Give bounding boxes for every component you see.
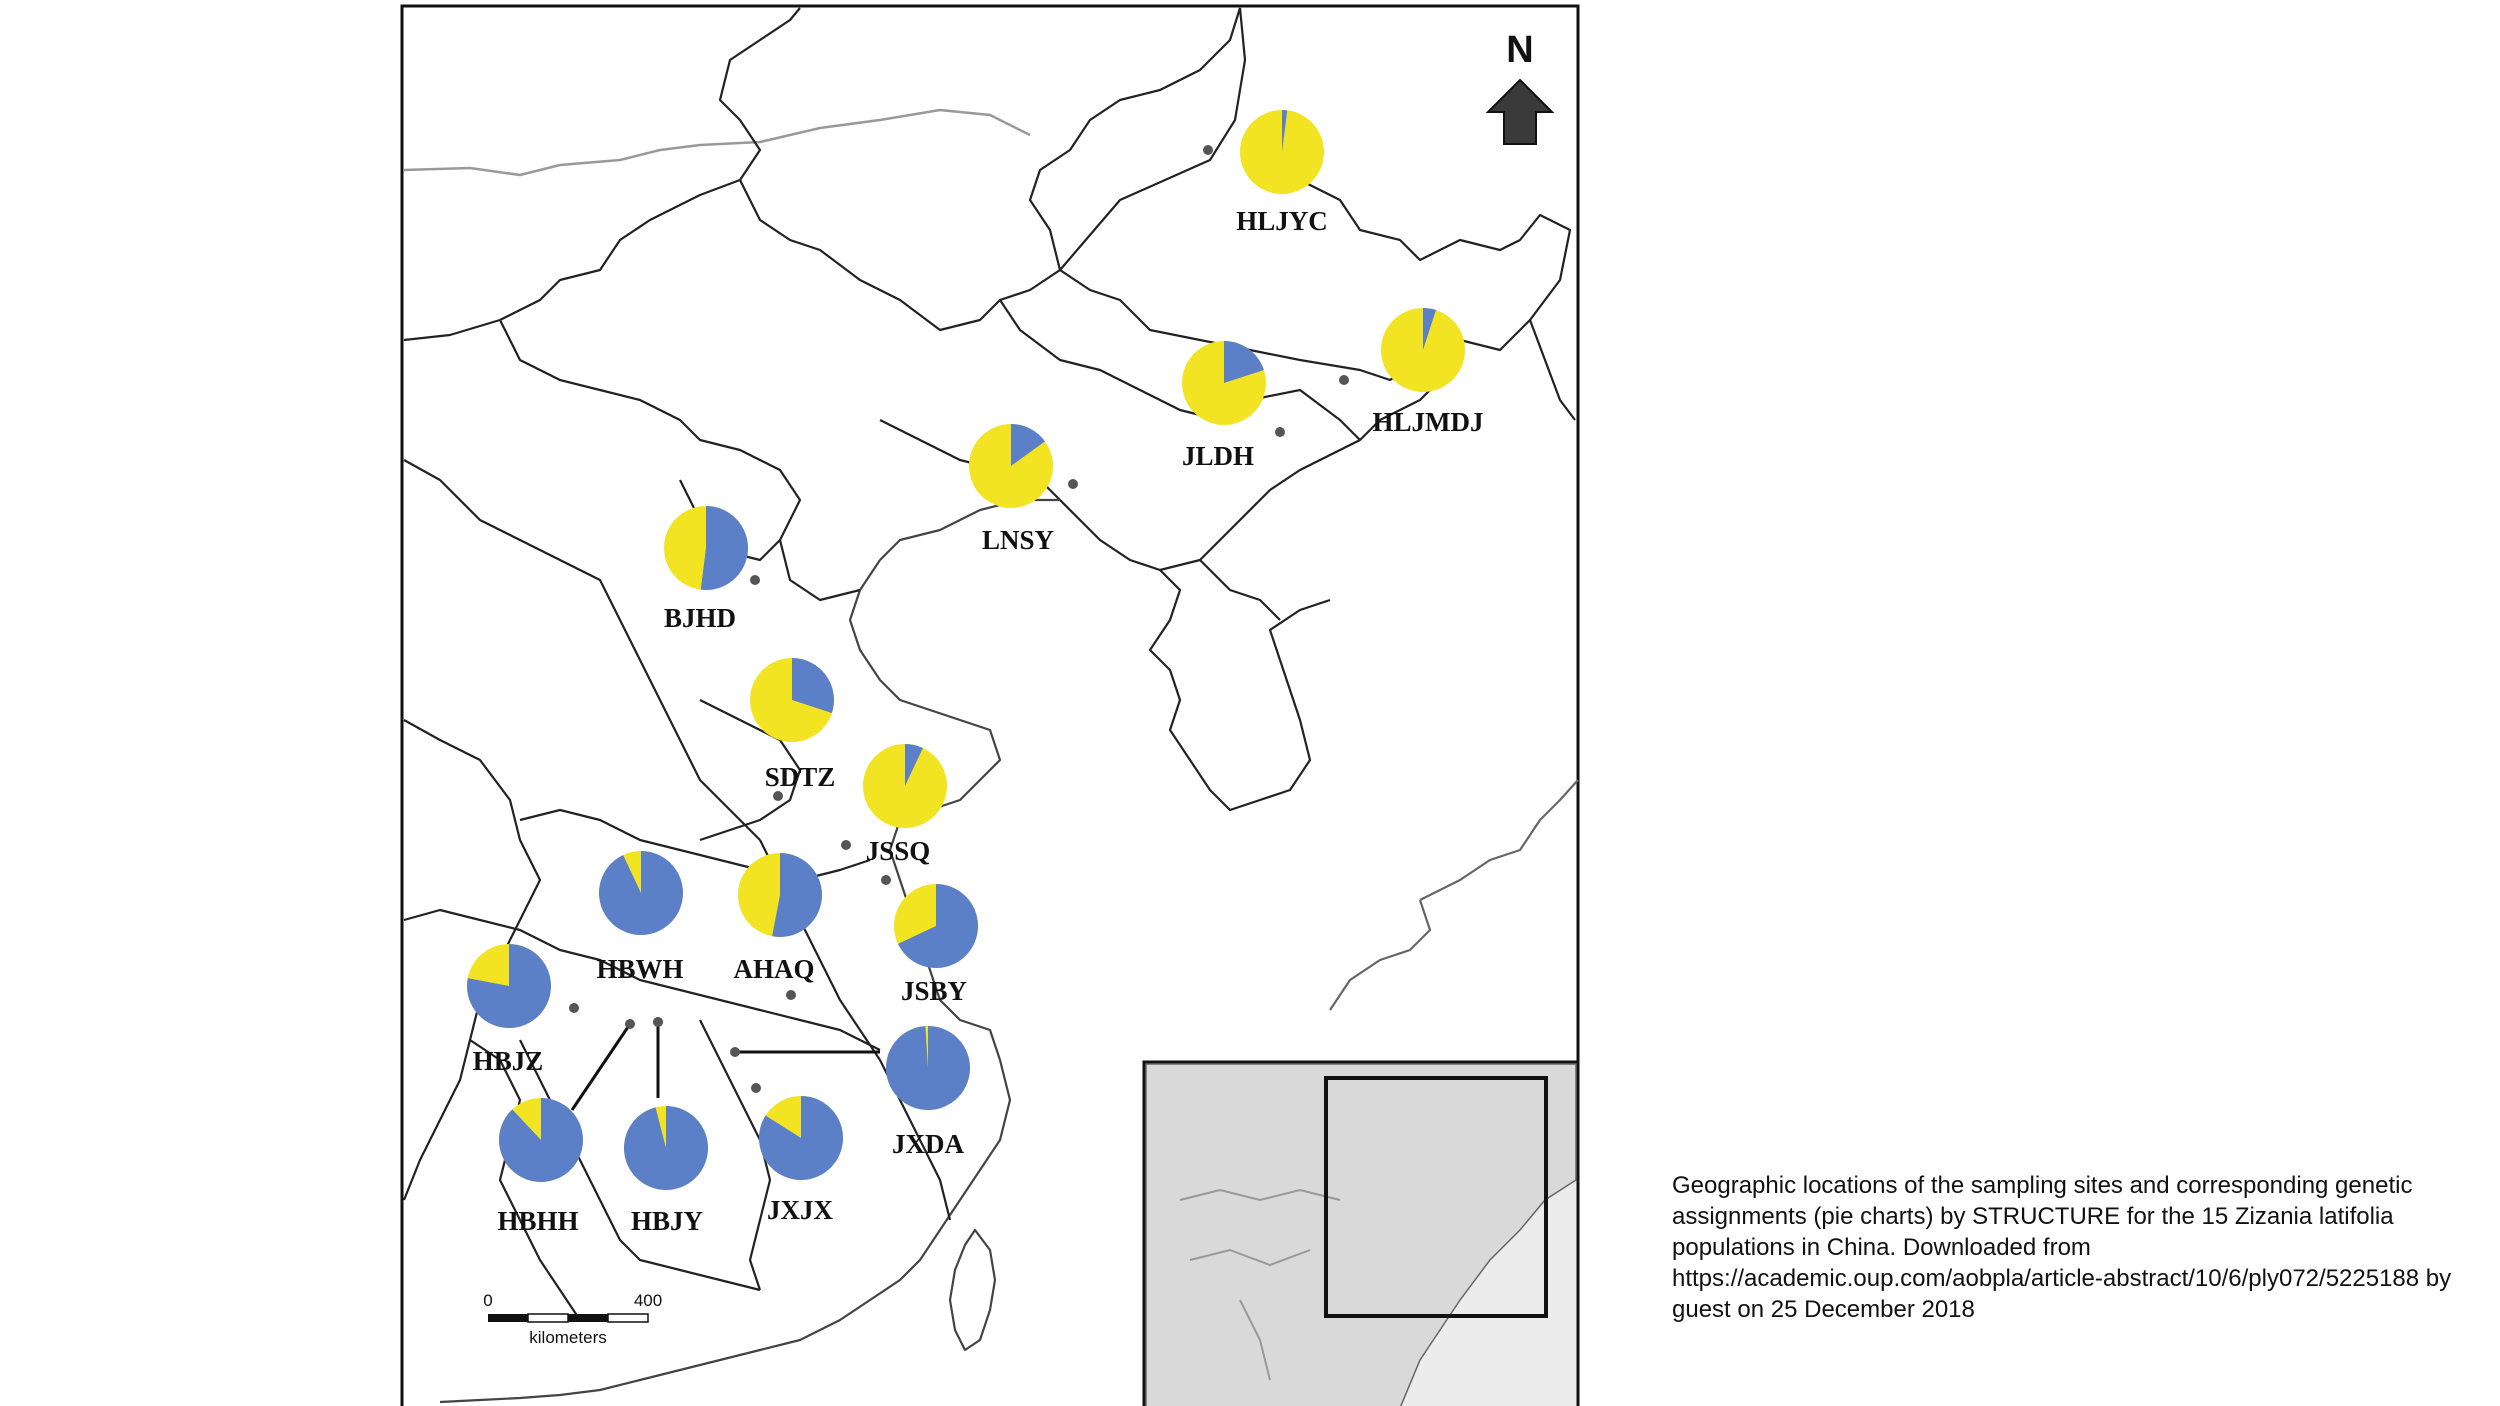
site-marker-lnsy xyxy=(1068,479,1078,489)
site-label-jsby: JSBY xyxy=(901,976,967,1006)
site-marker-jxjx xyxy=(751,1083,761,1093)
pie-slice-blue-sdtz xyxy=(792,658,835,713)
site-marker-jsby xyxy=(881,875,891,885)
scale-bar-segment-4 xyxy=(607,1313,649,1323)
site-marker-bjhd xyxy=(750,575,760,585)
province-border-henan xyxy=(519,808,871,882)
pie-slice-blue-jxda xyxy=(886,1026,971,1110)
site-label-lnsy: LNSY xyxy=(982,525,1054,555)
site-marker-hbhh xyxy=(625,1019,635,1029)
pie-chart-lnsy xyxy=(969,424,1053,508)
coast-bohai xyxy=(439,559,1012,1404)
province-border-north xyxy=(403,7,801,342)
pie-slice-blue-bjhd xyxy=(700,506,748,590)
pie-slice-blue-jldh xyxy=(1224,341,1264,383)
site-label-hljmdj: HLJMDJ xyxy=(1373,407,1484,437)
pie-slice-blue-ahaq xyxy=(772,853,823,937)
coast-korea xyxy=(1148,569,1331,812)
scale-unit-label: kilometers xyxy=(529,1328,606,1347)
site-label-jldh: JLDH xyxy=(1182,441,1254,471)
scale-max-label: 400 xyxy=(634,1291,662,1310)
pie-chart-bjhd xyxy=(664,506,748,590)
site-label-ahaq: AHAQ xyxy=(734,954,815,984)
site-label-jxda: JXDA xyxy=(892,1129,964,1159)
pie-slice-blue-hljyc xyxy=(1282,110,1288,152)
site-marker-hljyc xyxy=(1203,145,1213,155)
scale-min-label: 0 xyxy=(483,1291,492,1310)
pie-slice-blue-hbjy xyxy=(623,1106,708,1190)
site-marker-hbjy xyxy=(653,1017,663,1027)
coast-japan-south xyxy=(1329,899,1432,1011)
pie-chart-hbjy xyxy=(623,1106,708,1190)
scale-bar-segment-1 xyxy=(488,1314,528,1322)
province-border-hubei xyxy=(403,908,881,1051)
pie-slice-blue-hljmdj xyxy=(1423,308,1436,350)
site-marker-jxda xyxy=(730,1047,740,1057)
site-marker-hljmdj xyxy=(1339,375,1349,385)
gray-border-line xyxy=(403,108,1031,177)
site-label-hbwh: HBWH xyxy=(596,954,683,984)
pie-slice-blue-lnsy xyxy=(1011,424,1045,466)
leader-lines xyxy=(570,1022,880,1111)
inset-rivers xyxy=(1179,1188,1341,1381)
pie-chart-hbjz xyxy=(467,944,552,1028)
site-marker-sdtz xyxy=(773,791,783,801)
north-label: N xyxy=(1506,29,1533,71)
pie-slice-blue-hbhh xyxy=(498,1098,583,1183)
site-labels: HLJYC HLJMDJ JLDH LNSY BJHD SDTZ JSSQ HB… xyxy=(473,206,1484,1236)
pie-chart-jssq xyxy=(863,744,947,828)
site-label-jssq: JSSQ xyxy=(866,836,931,866)
scale-bar: 0 400 kilometers xyxy=(483,1291,662,1347)
north-arrow-icon xyxy=(1485,78,1555,145)
coast-northeast xyxy=(1528,319,1576,421)
site-label-bjhd: BJHD xyxy=(664,603,736,633)
province-border-sw xyxy=(469,1039,581,1321)
province-border-hebei xyxy=(499,319,861,602)
pie-chart-hbwh xyxy=(599,851,684,935)
site-marker-jssq xyxy=(841,840,851,850)
site-marker-hbjz xyxy=(569,1003,579,1013)
pie-slice-blue-jsby xyxy=(897,884,978,968)
inset-land xyxy=(1145,1063,1577,1406)
province-border-west xyxy=(402,719,542,1201)
site-label-hbhh: HBHH xyxy=(497,1206,578,1236)
pie-slice-blue-hbjz xyxy=(467,944,552,1028)
site-markers xyxy=(569,145,1349,1093)
scale-bar-segment-3 xyxy=(568,1314,608,1322)
pie-chart-hljmdj xyxy=(1381,308,1465,392)
pie-chart-ahaq xyxy=(738,853,823,937)
figure-caption: Geographic locations of the sampling sit… xyxy=(1672,1172,2452,1323)
coast-japan xyxy=(1419,779,1579,901)
scale-bar-segment-2 xyxy=(527,1313,569,1323)
pie-slice-blue-jssq xyxy=(905,744,923,786)
inset-extent-box xyxy=(1324,1076,1548,1318)
site-label-hljyc: HLJYC xyxy=(1236,206,1328,236)
pie-chart-jsby xyxy=(894,884,978,968)
province-border-shanxi xyxy=(403,459,761,841)
province-border-shandong xyxy=(699,699,802,842)
site-label-hbjz: HBJZ xyxy=(473,1046,544,1076)
pie-chart-hbhh xyxy=(498,1098,583,1183)
site-marker-jldh xyxy=(1275,427,1285,437)
pie-chart-jxda xyxy=(886,1026,971,1110)
pie-slice-blue-jxjx xyxy=(759,1096,843,1181)
site-label-jxjx: JXJX xyxy=(767,1195,833,1225)
pie-charts xyxy=(467,110,1465,1190)
pie-chart-hljyc xyxy=(1240,110,1324,194)
pie-chart-jxjx xyxy=(759,1096,843,1181)
pie-chart-sdtz xyxy=(750,658,835,742)
site-label-hbjy: HBJY xyxy=(631,1206,703,1236)
north-arrow: N xyxy=(1485,29,1555,145)
pie-slice-blue-hbwh xyxy=(599,851,684,935)
site-marker-ahaq xyxy=(786,990,796,1000)
inset-map xyxy=(1142,1060,1580,1406)
site-label-sdtz: SDTZ xyxy=(765,762,836,792)
leader-line-hbhh xyxy=(570,1023,632,1111)
province-border-jiangxi xyxy=(699,1019,772,1291)
coast-taiwan xyxy=(948,1228,997,1352)
border-korea xyxy=(1199,559,1281,621)
pie-chart-jldh xyxy=(1182,341,1266,425)
